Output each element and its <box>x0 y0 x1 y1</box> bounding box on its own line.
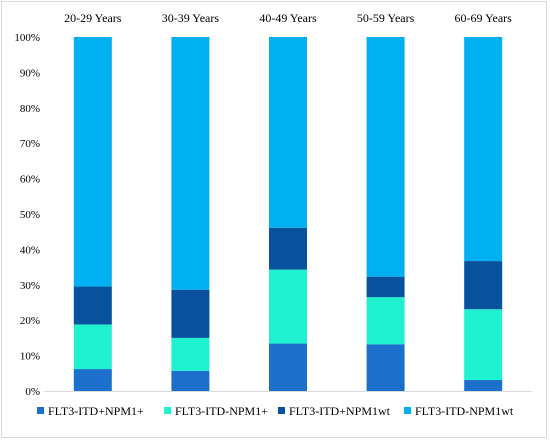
bar-segment <box>171 370 210 391</box>
bar-segment <box>269 269 307 344</box>
bars <box>73 37 503 391</box>
bar-segment <box>366 297 405 345</box>
legend-label: FLT3-ITD-NPM1wt <box>415 404 514 418</box>
bar-segment <box>464 380 503 391</box>
y-tick-label: 30% <box>20 280 40 292</box>
y-tick-label: 10% <box>20 351 40 363</box>
bar-segment <box>171 337 210 371</box>
chart-container: 0% 10% 20% 30% 40% 50% 60% 70% 80% 90% 100% 20-29 … <box>1 1 547 438</box>
legend-label: FLT3-ITD+NPM1wt <box>289 404 391 418</box>
bar-segment <box>464 261 503 310</box>
bar-segment <box>171 37 210 290</box>
bar-segment <box>269 227 307 270</box>
category-label: 40-49 Years <box>259 11 317 25</box>
bar-segment <box>366 344 405 391</box>
bar-segment <box>269 343 307 391</box>
bar-segment <box>73 324 112 370</box>
bar-segment <box>171 289 210 338</box>
category-label: 50-59 Years <box>357 11 415 25</box>
bar-segment <box>366 37 405 277</box>
stacked-bar-chart: 0% 10% 20% 30% 40% 50% 60% 70% 80% 90% 100% 20-29 … <box>14 11 532 418</box>
bar-segment <box>73 369 112 391</box>
y-tick-label: 90% <box>20 67 40 79</box>
y-tick-label: 40% <box>20 244 40 256</box>
bar-segment <box>366 276 405 298</box>
category-label: 60-69 Years <box>455 11 513 25</box>
y-tick-label: 100% <box>14 32 40 44</box>
category-label: 30-39 Years <box>162 11 220 25</box>
legend: FLT3-ITD+NPM1+ FLT3-ITD-NPM1+ FLT3-ITD+NPM… <box>37 404 514 418</box>
category-labels: 20-29 Years 30-39 Years 40-49 Years 50-59 Y… <box>64 11 512 25</box>
legend-swatch <box>164 407 171 414</box>
y-tick-label: 80% <box>20 103 40 115</box>
legend-swatch <box>404 407 411 414</box>
y-tick-label: 60% <box>20 174 40 186</box>
legend-swatch <box>37 407 44 414</box>
y-tick-label: 20% <box>20 315 40 327</box>
legend-label: FLT3-ITD-NPM1+ <box>175 404 268 418</box>
category-label: 20-29 Years <box>64 11 122 25</box>
bar-segment <box>269 37 307 228</box>
bar-segment <box>73 286 112 325</box>
bar-segment <box>73 37 112 287</box>
bar-segment <box>464 37 503 262</box>
y-tick-label: 70% <box>20 138 40 150</box>
bar-segment <box>464 309 503 381</box>
legend-swatch <box>278 407 285 414</box>
y-axis: 0% 10% 20% 30% 40% 50% 60% 70% 80% 90% 100% <box>14 32 532 398</box>
y-tick-label: 0% <box>25 386 40 398</box>
y-tick-label: 50% <box>20 209 40 221</box>
legend-label: FLT3-ITD+NPM1+ <box>48 404 144 418</box>
